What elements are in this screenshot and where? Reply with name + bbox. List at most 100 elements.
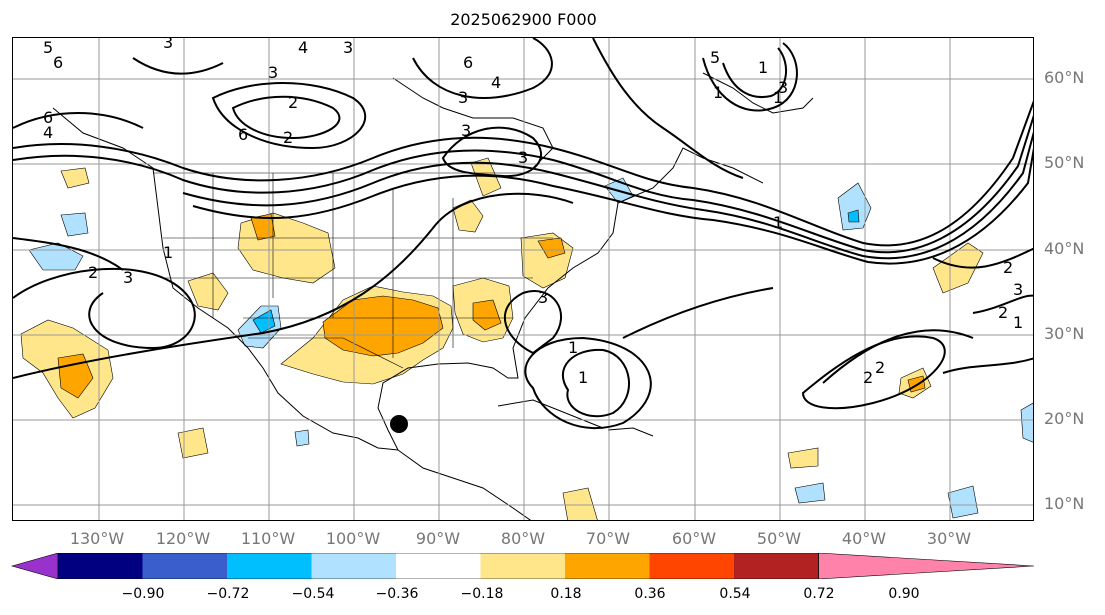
colorbar-tick: 0.90 (888, 586, 920, 602)
contour-label: 5 (710, 48, 720, 67)
shade-caribbean-blue (794, 482, 826, 504)
lon-label: 70°W (585, 529, 631, 548)
shade-southeast-core (472, 299, 502, 331)
contour-label: 3 (268, 63, 278, 82)
lat-label: 10°N (1044, 494, 1085, 513)
shade-caribbean (787, 447, 819, 469)
lon-label: 120°W (155, 529, 211, 548)
colorbar-segment (565, 553, 650, 579)
lon-label: 60°W (671, 529, 717, 548)
lon-label: 110°W (240, 529, 296, 548)
coastline-greenland (702, 72, 814, 114)
contour-label: 2 (283, 128, 293, 147)
contour-label: 1 (1013, 313, 1023, 332)
contour-label: 3 (778, 78, 788, 97)
grid-lines (13, 38, 1033, 520)
contour-label: 1 (773, 88, 783, 107)
contour-label: 1 (163, 243, 173, 262)
lon-label: 30°W (926, 529, 972, 548)
contour-label: 2 (998, 303, 1008, 322)
colorbar-tick: 0.72 (803, 586, 835, 602)
contour-label: 4 (298, 38, 308, 57)
contour-label: 3 (163, 38, 173, 52)
colorbar-tick: −0.90 (121, 586, 165, 602)
colorbar-segment (58, 553, 143, 579)
coastlines (52, 72, 814, 520)
colorbar (10, 553, 1035, 579)
shade-atlantic-blue-core (847, 209, 860, 223)
contour-label: 6 (463, 53, 473, 72)
colorbar-tick: 0.54 (719, 586, 751, 602)
contour-label: 3 (538, 288, 548, 307)
contour-label: 1 (578, 368, 588, 387)
contour-label: 4 (43, 123, 53, 142)
map-title: 2025062900 F000 (450, 10, 597, 29)
lon-label: 90°W (415, 529, 461, 548)
shade-pacific-blue-2 (60, 212, 89, 237)
shade-gulf-blue (294, 429, 310, 447)
coastline-central-america (397, 449, 532, 520)
contour-label: 4 (491, 73, 501, 92)
shade-great-lakes (452, 199, 484, 233)
colorbar-tick: −0.36 (375, 586, 419, 602)
coastline-gulf (377, 202, 619, 451)
contour-label: 3 (123, 268, 133, 287)
contour-label: 2 (863, 368, 873, 387)
contour-label: 6 (238, 125, 248, 144)
contour-label: 2 (875, 358, 885, 377)
colorbar-tick: −0.54 (291, 586, 335, 602)
contour-label: 3 (518, 148, 528, 167)
coastline-hudson (392, 77, 554, 169)
colorbar-segment (649, 553, 734, 579)
contour-label: 1 (758, 58, 768, 77)
lon-label: 100°W (325, 529, 381, 548)
coastline-west (52, 107, 399, 451)
lat-label: 30°N (1044, 324, 1085, 343)
contour-lines (13, 38, 1033, 429)
lon-label: 50°W (756, 529, 802, 548)
colorbar-tick: −0.72 (206, 586, 250, 602)
colorbar-segment (311, 553, 396, 579)
contour-label: 3 (1013, 280, 1023, 299)
contour-label: 2 (1003, 258, 1013, 277)
coastline-hispaniola (607, 427, 654, 437)
colorbar-segment (734, 553, 819, 579)
shade-tropical-blue (947, 485, 979, 519)
colorbar-tick: 0.18 (550, 586, 582, 602)
contour-label: 6 (43, 108, 53, 127)
lon-label: 130°W (69, 529, 125, 548)
colorbar-extend-min (10, 553, 59, 579)
coastline-labrador (617, 147, 764, 204)
contour-label: 6 (53, 53, 63, 72)
lat-label: 40°N (1044, 239, 1085, 258)
colorbar-tick: −0.18 (460, 586, 504, 602)
lon-label: 40°W (841, 529, 887, 548)
lat-label: 50°N (1044, 153, 1085, 172)
lat-label: 60°N (1044, 68, 1085, 87)
colorbar-tick: 0.36 (634, 586, 666, 602)
political-borders (153, 172, 613, 369)
lat-label: 20°N (1044, 409, 1085, 428)
shade-bc (60, 167, 90, 189)
colorbar-extend-max (818, 553, 1035, 579)
contour-label: 2 (88, 263, 98, 282)
shade-atlantic-blue (837, 182, 872, 231)
contour-label: 3 (461, 121, 471, 140)
storm-center-dot (390, 415, 408, 433)
colorbar-frame (57, 553, 819, 579)
colorbar-segment (480, 553, 565, 579)
coastline-cuba (497, 399, 604, 429)
contour-label: 5 (43, 38, 53, 57)
shade-hudson (470, 157, 502, 197)
shade-east-pacific (177, 427, 209, 459)
contour-label: 3 (458, 88, 468, 107)
shaded-areas (20, 157, 1033, 520)
contour-label: 1 (773, 213, 783, 232)
contour-label: 2 (288, 93, 298, 112)
contour-label: 1 (568, 338, 578, 357)
shade-pacific-blue (28, 242, 84, 271)
lon-label: 80°W (500, 529, 546, 548)
colorbar-segment (142, 553, 227, 579)
